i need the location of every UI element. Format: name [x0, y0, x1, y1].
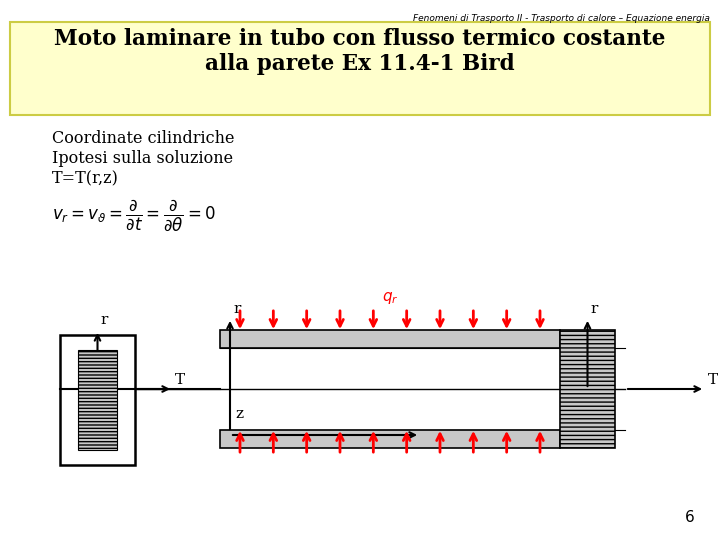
Text: $v_r = v_\vartheta = \dfrac{\partial}{\partial t} = \dfrac{\partial}{\partial\th: $v_r = v_\vartheta = \dfrac{\partial}{\p… — [52, 198, 216, 233]
Text: 6: 6 — [685, 510, 695, 525]
Bar — [78, 350, 117, 450]
Text: Moto laminare in tubo con flusso termico costante
alla parete Ex 11.4-1 Bird: Moto laminare in tubo con flusso termico… — [54, 28, 666, 76]
Bar — [10, 22, 710, 115]
Text: Fenomeni di Trasporto II - Trasporto di calore – Equazione energia: Fenomeni di Trasporto II - Trasporto di … — [413, 14, 710, 23]
Bar — [560, 330, 615, 448]
Text: Ipotesi sulla soluzione: Ipotesi sulla soluzione — [52, 150, 233, 167]
Bar — [220, 330, 560, 348]
Text: T: T — [708, 373, 718, 387]
Text: $q_r$: $q_r$ — [382, 290, 398, 306]
Text: r: r — [233, 302, 240, 316]
Text: r: r — [590, 302, 598, 316]
Text: r: r — [101, 313, 108, 327]
Text: T: T — [175, 373, 185, 387]
Text: T=T(r,z): T=T(r,z) — [52, 170, 119, 187]
Bar — [60, 335, 135, 465]
Bar — [220, 430, 560, 448]
Text: Coordinate cilindriche: Coordinate cilindriche — [52, 130, 235, 147]
Text: z: z — [235, 407, 243, 421]
